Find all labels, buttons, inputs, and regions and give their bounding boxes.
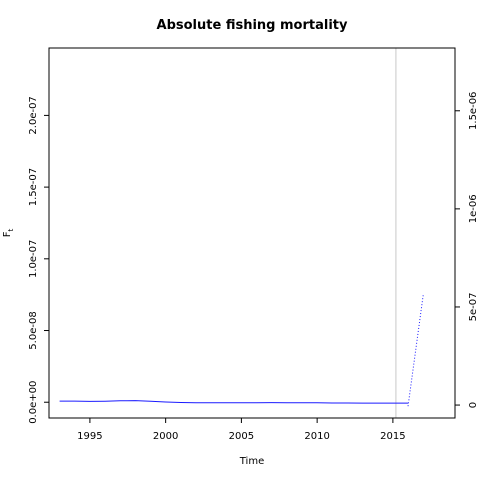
y-tick-label: 2.0e-07: [28, 96, 39, 134]
series-line-1: [59, 400, 409, 404]
y-axis-label: Ft: [2, 228, 15, 237]
plot-frame: [48, 47, 456, 419]
y-axis-label-subscript: t: [7, 228, 15, 231]
y-tick-label: 5.0e-08: [28, 311, 39, 349]
series-line-2: [407, 295, 424, 407]
y2-tick-label: 1.5e-06: [468, 92, 479, 130]
x-tick-label: 2005: [229, 431, 254, 442]
x-tick-label: 1995: [77, 431, 102, 442]
x-tick-label: 2015: [380, 431, 405, 442]
y-tick-label: 1.0e-07: [28, 240, 39, 278]
y2-tick-label: 5e-07: [468, 293, 479, 322]
y2-axis: 0 5e-07 1e-06 1.5e-06: [455, 92, 479, 408]
x-axis-label: Time: [239, 456, 264, 467]
y-tick-label: 1.5e-07: [28, 168, 39, 206]
plot-area: [59, 48, 424, 418]
x-tick-label: 2010: [304, 431, 329, 442]
chart-title: Absolute fishing mortality: [157, 18, 348, 33]
y2-tick-label: 0: [468, 402, 479, 408]
y-axis: 0.0e+00 5.0e-08 1.0e-07 1.5e-07 2.0e-07: [28, 96, 49, 424]
y-tick-label: 0.0e+00: [28, 381, 39, 424]
y-axis-label-main: F: [2, 231, 13, 237]
x-axis: 1995 2000 2005 2010 2015: [77, 418, 406, 442]
y2-tick-label: 1e-06: [468, 194, 479, 223]
x-tick-label: 2000: [153, 431, 178, 442]
